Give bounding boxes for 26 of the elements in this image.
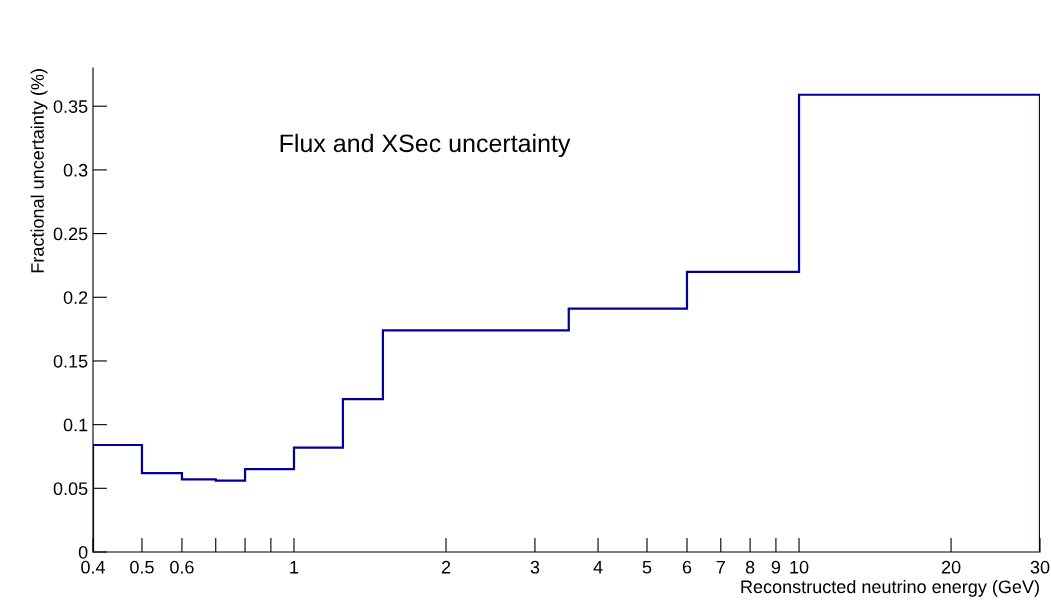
x-tick-label: 2 bbox=[441, 560, 451, 574]
x-tick-label: 0.5 bbox=[130, 560, 154, 574]
y-tick-label: 0.35 bbox=[53, 100, 88, 113]
y-tick-label: 0.25 bbox=[53, 227, 88, 241]
annotation: Flux and XSec uncertainty bbox=[280, 133, 571, 158]
x-tick-label: 10 bbox=[790, 560, 809, 574]
x-tick-label: 7 bbox=[716, 561, 725, 574]
y-tick-label: 0.05 bbox=[53, 482, 88, 496]
x-tick-label: 8 bbox=[745, 560, 755, 574]
y-tick-label: 0.2 bbox=[63, 291, 88, 304]
y-tick-label: 0.1 bbox=[63, 418, 88, 432]
x-tick-label: 0.4 bbox=[81, 560, 106, 574]
y-tick-label: 0.3 bbox=[63, 163, 88, 177]
x-tick-label: 4 bbox=[593, 561, 603, 574]
x-tick-label: 20 bbox=[941, 560, 961, 574]
y-tick-label: 0 bbox=[78, 545, 88, 559]
x-tick-label: 5 bbox=[642, 561, 652, 574]
x-tick-label: 6 bbox=[682, 560, 692, 574]
x-tick-label: 9 bbox=[771, 560, 781, 574]
x-tick-label: 0.6 bbox=[170, 560, 194, 574]
x-tick-label: 30 bbox=[1030, 560, 1050, 574]
x-tick-label: 1 bbox=[290, 561, 299, 574]
y-tick-label: 0.15 bbox=[53, 354, 88, 368]
x-axis-title: Reconstructed neutrino energy (GeV) bbox=[741, 579, 1039, 597]
x-tick-label: 3 bbox=[530, 560, 540, 574]
y-axis-title: Fractional uncertainty (%) bbox=[30, 69, 48, 273]
